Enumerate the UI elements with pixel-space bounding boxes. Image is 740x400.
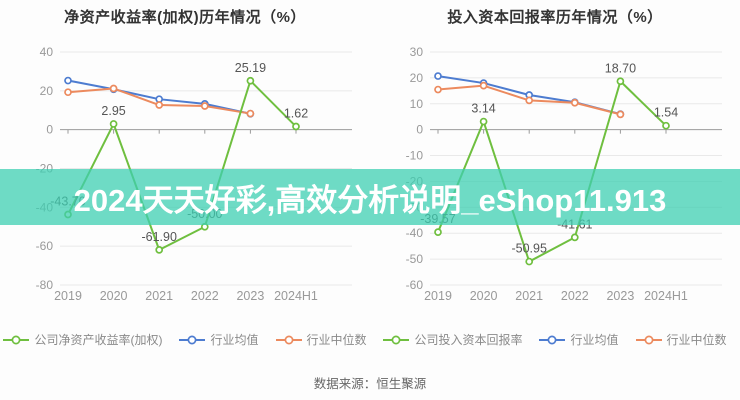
- data-source-label: 数据来源：恒生聚源: [313, 377, 427, 391]
- roe-chart-legend: 公司净资产收益率(加权) 行业均值 行业中位数: [0, 331, 370, 348]
- legend-line-marker-icon: [383, 335, 410, 344]
- legend-item: 行业中位数: [275, 331, 367, 348]
- y-tick-label: 10: [410, 97, 424, 111]
- promo-banner: 2024天天好彩,高效分析说明_eShop11.913: [0, 169, 740, 225]
- company-green-series-line: [437, 80, 667, 263]
- industry-median-orange-data-point: [570, 98, 579, 107]
- roic-chart-legend: 公司投入资本回报率 行业均值 行业中位数: [370, 331, 740, 348]
- company-green-data-point: [525, 257, 534, 266]
- industry-median-orange-data-point: [246, 109, 255, 118]
- company-green-data-point: [246, 76, 255, 85]
- company-green-data-point: [109, 120, 118, 128]
- roic-chart-canvas: 3020100-10-20-30-40-50-60201920202021202…: [406, 45, 722, 303]
- legend-item-label: 公司净资产收益率(加权): [34, 333, 163, 347]
- x-category-label: 2024H1: [644, 289, 688, 303]
- x-category-label: 2022: [561, 289, 589, 303]
- company-green-series-line: [67, 79, 297, 251]
- y-tick-label: -60: [406, 278, 424, 292]
- y-tick-label: 40: [40, 45, 54, 59]
- industry-median-orange-data-point: [616, 110, 625, 119]
- company-green-data-point: [479, 117, 488, 126]
- data-point-value-label: 3.14: [471, 102, 495, 116]
- y-tick-label: 0: [416, 123, 423, 137]
- data-point-value-label: -61.90: [141, 230, 176, 244]
- legend-item-label: 公司投入资本回报率: [414, 333, 523, 347]
- industry-median-orange-data-point: [64, 88, 72, 97]
- industry-median-orange-data-point: [155, 101, 164, 109]
- y-tick-label: 30: [410, 45, 424, 59]
- y-tick-label: -60: [36, 239, 54, 253]
- industry-median-orange-data-point: [434, 85, 442, 94]
- roic-chart-title: 投入资本回报率历年情况（%）: [447, 9, 663, 26]
- industry-mean-blue-data-point: [434, 72, 442, 80]
- legend-item-label: 行业均值: [210, 333, 259, 347]
- legend-item-label: 行业中位数: [666, 333, 727, 347]
- roe-chart-canvas: 40200-20-40-60-8020192020202120222023202…: [36, 45, 352, 303]
- industry-median-orange-data-point: [200, 102, 209, 110]
- company-green-data-point: [292, 122, 300, 131]
- industry-median-orange-data-point: [525, 96, 534, 105]
- x-category-label: 2020: [470, 289, 498, 303]
- x-category-label: 2020: [100, 289, 128, 303]
- legend-line-marker-icon: [179, 335, 206, 344]
- data-point-value-label: 1.54: [654, 106, 678, 120]
- x-category-label: 2022: [191, 289, 219, 303]
- data-point-value-label: 1.62: [284, 107, 308, 121]
- x-category-label: 2024H1: [274, 289, 318, 303]
- data-point-value-label: -50.95: [511, 242, 546, 256]
- company-green-data-point: [570, 233, 579, 242]
- y-tick-label: -10: [406, 149, 424, 163]
- legend-line-marker-icon: [3, 335, 30, 344]
- y-tick-label: -80: [36, 278, 54, 292]
- banner-text: 2024天天好彩,高效分析说明_eShop11.913: [73, 182, 667, 218]
- legend-line-marker-icon: [539, 335, 566, 344]
- legend-item-label: 行业均值: [570, 333, 619, 347]
- legend-item: 行业均值: [539, 331, 619, 348]
- y-tick-label: 0: [46, 123, 53, 137]
- legend-item-label: 行业中位数: [306, 333, 367, 347]
- company-green-data-point: [434, 228, 442, 236]
- chart-roic-panel: 3020100-10-20-30-40-50-60201920202021202…: [370, 0, 740, 360]
- y-tick-label: -50: [406, 252, 424, 266]
- data-point-value-label: 25.19: [235, 61, 266, 75]
- x-category-label: 2023: [606, 289, 634, 303]
- x-category-label: 2019: [424, 289, 452, 303]
- company-green-data-point: [155, 246, 164, 254]
- legend-line-marker-icon: [635, 335, 662, 344]
- legend-line-marker-icon: [275, 335, 302, 344]
- industry-mean-blue-data-point: [64, 76, 72, 85]
- company-green-data-point: [662, 121, 670, 130]
- data-point-value-label: 2.95: [101, 104, 125, 118]
- y-tick-label: 20: [410, 71, 424, 85]
- x-category-label: 2021: [515, 289, 543, 303]
- x-category-label: 2023: [236, 289, 264, 303]
- legend-item: 公司投入资本回报率: [383, 331, 522, 348]
- charts-row: 40200-20-40-60-8020192020202120222023202…: [0, 0, 740, 360]
- y-tick-label: -40: [406, 226, 424, 240]
- industry-median-orange-data-point: [109, 84, 118, 93]
- legend-item: 行业中位数: [635, 331, 727, 348]
- x-category-label: 2019: [54, 289, 82, 303]
- data-point-value-label: 18.70: [605, 61, 636, 75]
- industry-median-orange-data-point: [479, 81, 488, 90]
- legend-item: 行业均值: [179, 331, 259, 348]
- company-green-data-point: [616, 77, 625, 86]
- x-category-label: 2021: [145, 289, 173, 303]
- y-tick-label: 20: [40, 84, 54, 98]
- legend-item: 公司净资产收益率(加权): [3, 331, 162, 348]
- roe-chart-title: 净资产收益率(加权)历年情况（%）: [64, 9, 306, 26]
